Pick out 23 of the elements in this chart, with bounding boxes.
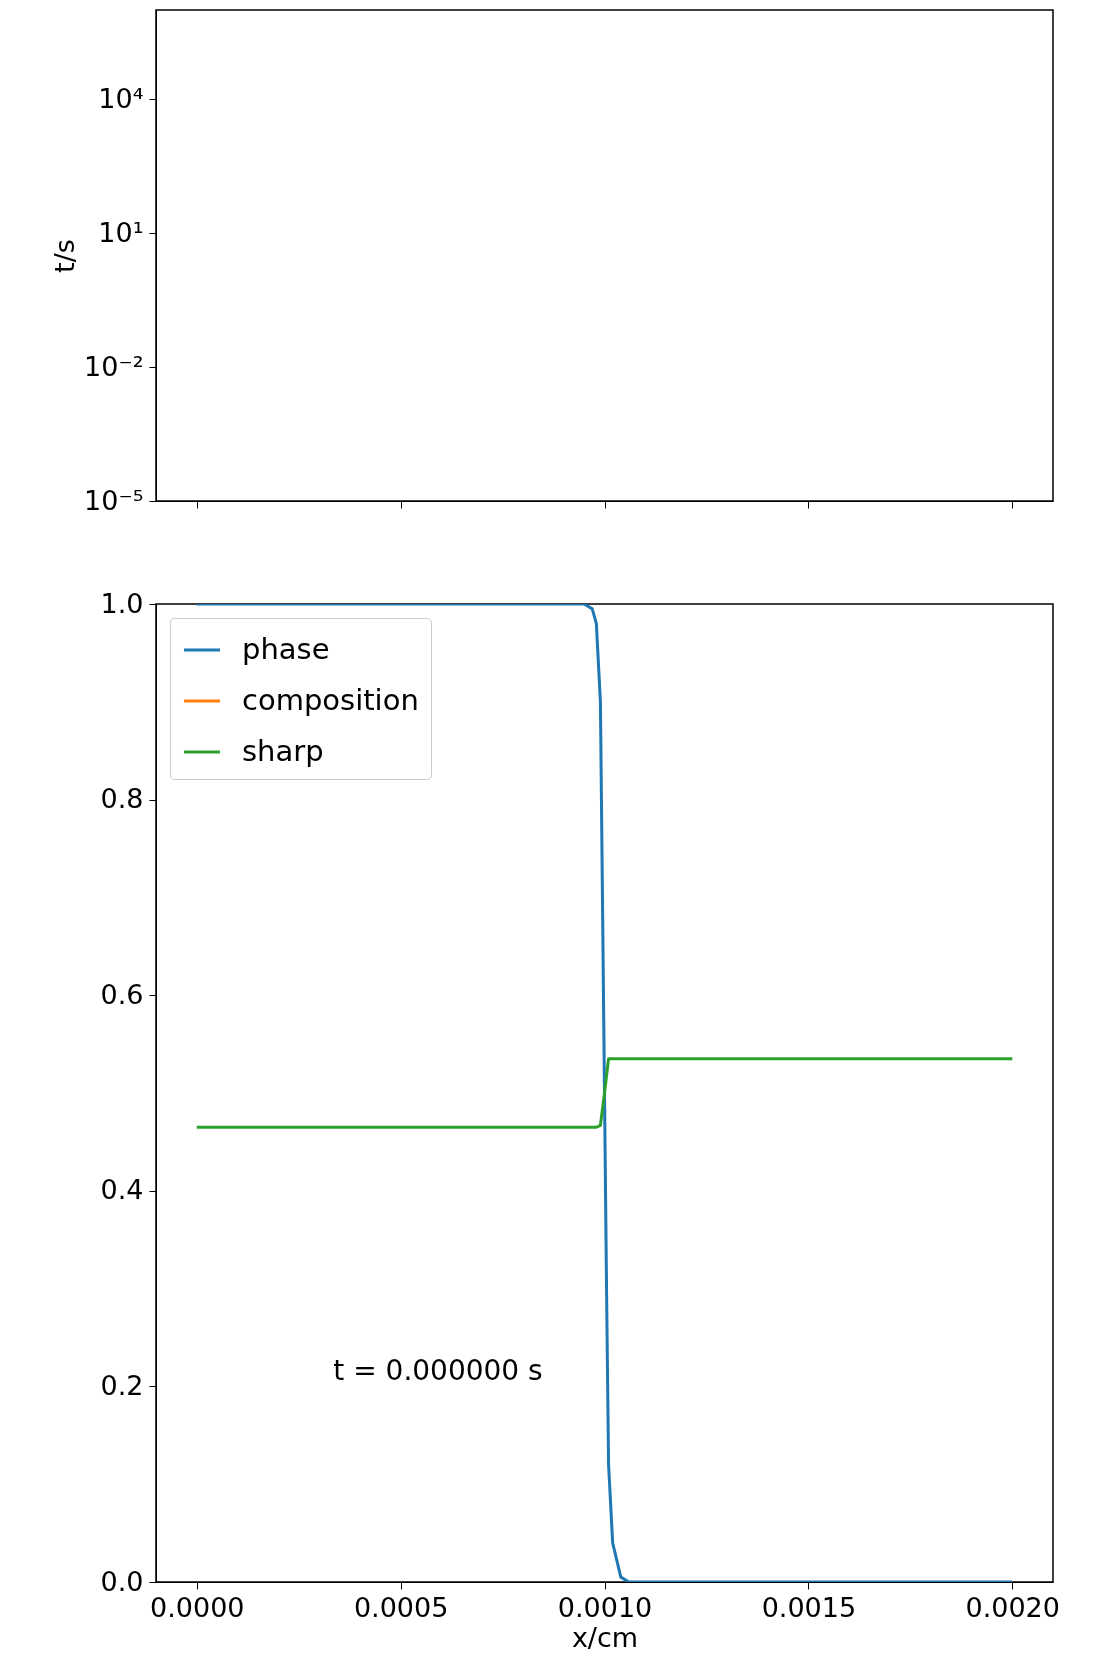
x-tick-label: 0.0000 bbox=[150, 1591, 245, 1623]
y-tick-label: 10¹ bbox=[98, 216, 144, 248]
x-tick-label: 0.0020 bbox=[965, 1591, 1060, 1623]
legend-label: phase bbox=[242, 632, 330, 666]
y-axis-title: t/s bbox=[49, 239, 81, 273]
y-tick-label: 0.6 bbox=[100, 978, 144, 1010]
line-series bbox=[195, 604, 1014, 1582]
legend-label: composition bbox=[242, 683, 419, 717]
line-series bbox=[195, 1057, 1014, 1129]
legend-label: sharp bbox=[242, 734, 324, 768]
y-tick-label: 0.2 bbox=[100, 1369, 144, 1401]
y-tick-label: 10⁻⁵ bbox=[84, 484, 144, 516]
y-tick-label: 10⁴ bbox=[98, 82, 144, 114]
x-tick-label: 0.0005 bbox=[353, 1591, 449, 1623]
x-axis-title: x/cm bbox=[571, 1621, 639, 1653]
y-tick-label: 0.0 bbox=[100, 1565, 144, 1597]
y-tick-label: 10⁻² bbox=[84, 350, 144, 382]
y-tick-label: 0.4 bbox=[100, 1174, 144, 1206]
y-tick-label: 0.8 bbox=[100, 783, 144, 815]
x-tick-label: 0.0015 bbox=[761, 1591, 857, 1623]
annotation: t = 0.000000 s bbox=[333, 1353, 543, 1387]
y-tick-label: 1.0 bbox=[100, 587, 144, 619]
x-tick-label: 0.0010 bbox=[557, 1591, 653, 1623]
